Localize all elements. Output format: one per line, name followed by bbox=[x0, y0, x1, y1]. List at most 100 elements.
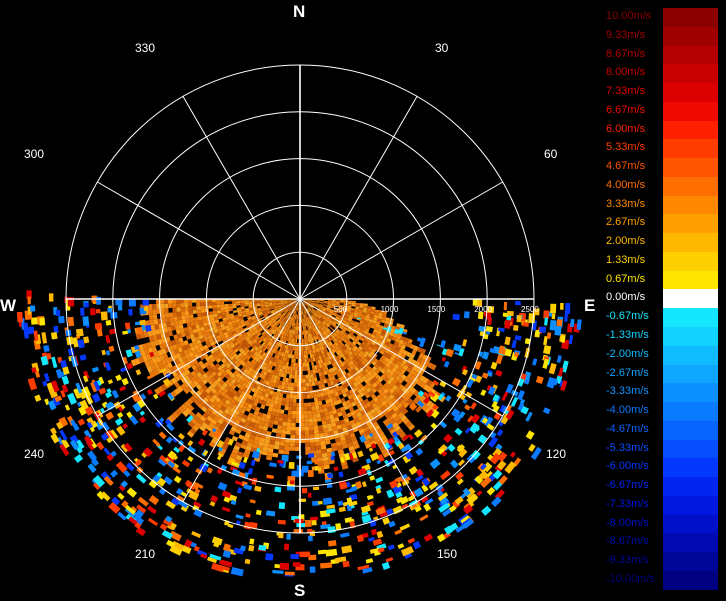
echo-gate bbox=[293, 363, 296, 367]
echo-gate bbox=[366, 558, 374, 563]
colorbar-swatch bbox=[663, 177, 718, 196]
echo-gate bbox=[344, 301, 348, 303]
echo-gate bbox=[308, 418, 313, 422]
echo-gate bbox=[220, 304, 224, 307]
echo-gate bbox=[279, 446, 285, 451]
echo-gate bbox=[338, 471, 343, 477]
echo-gate bbox=[303, 375, 306, 379]
echo-gate bbox=[189, 314, 194, 318]
angle-label-150: 150 bbox=[437, 547, 457, 561]
echo-gate bbox=[333, 466, 338, 471]
colorbar-swatch bbox=[663, 402, 718, 421]
echo-gate bbox=[309, 422, 314, 426]
echo-gate bbox=[317, 417, 322, 422]
echo-gate bbox=[294, 387, 297, 391]
colorbar-swatch bbox=[663, 64, 718, 83]
echo-gate bbox=[149, 495, 160, 505]
west-label: W bbox=[0, 296, 16, 316]
echo-gate bbox=[570, 319, 574, 327]
echo-gate bbox=[287, 414, 291, 418]
echo-gate bbox=[549, 363, 557, 374]
echo-gate bbox=[174, 321, 179, 326]
echo-gate bbox=[550, 304, 556, 314]
echo-gate bbox=[97, 329, 103, 337]
echo-gate bbox=[212, 536, 223, 545]
colorbar-swatch bbox=[663, 196, 718, 215]
colorbar-label: 9.33m/s bbox=[606, 29, 645, 41]
echo-gate bbox=[304, 359, 307, 363]
echo-gate bbox=[316, 453, 322, 458]
colorbar-label: 2.67m/s bbox=[606, 216, 645, 228]
echo-gate bbox=[536, 376, 544, 384]
echo-gate bbox=[314, 434, 319, 439]
colorbar-row: -8.67m/s bbox=[606, 533, 718, 552]
colorbar-label: 1.33m/s bbox=[606, 254, 645, 266]
echo-gate bbox=[440, 340, 446, 348]
echo-gate bbox=[321, 416, 326, 421]
echo-gate bbox=[465, 427, 471, 433]
echo-gate bbox=[186, 318, 191, 323]
echo-gate bbox=[256, 510, 262, 515]
echo-gate bbox=[185, 315, 190, 320]
echo-gate bbox=[462, 339, 467, 346]
echo-gate bbox=[274, 441, 280, 446]
colorbar-swatch bbox=[663, 252, 718, 271]
echo-gate bbox=[326, 504, 335, 509]
echo-gate bbox=[491, 496, 502, 507]
echo-gate bbox=[305, 431, 310, 435]
echo-gate bbox=[375, 477, 383, 484]
echo-gate bbox=[302, 343, 304, 347]
echo-gate bbox=[293, 359, 296, 363]
echo-gate bbox=[276, 409, 281, 414]
echo-gate bbox=[109, 346, 115, 352]
echo-gate bbox=[496, 354, 503, 364]
angle-label-30: 30 bbox=[435, 41, 448, 55]
echo-gate bbox=[187, 456, 193, 462]
echo-gate bbox=[147, 506, 157, 515]
echo-gate bbox=[289, 462, 295, 469]
echo-gate bbox=[256, 300, 260, 302]
echo-gate bbox=[450, 460, 459, 469]
echo-gate bbox=[467, 379, 474, 388]
echo-gate bbox=[339, 507, 346, 512]
echo-gate bbox=[350, 486, 357, 492]
colorbar-row: -8.00m/s bbox=[606, 515, 718, 534]
echo-gate bbox=[148, 309, 152, 315]
echo-gate bbox=[188, 307, 192, 311]
colorbar-swatch bbox=[663, 533, 718, 552]
colorbar-label: 0.67m/s bbox=[606, 273, 645, 285]
echo-gate bbox=[245, 559, 251, 564]
echo-gate bbox=[149, 320, 154, 326]
echo-gate bbox=[291, 427, 296, 431]
echo-gate bbox=[362, 481, 367, 487]
echo-gate bbox=[452, 314, 460, 320]
echo-gate bbox=[281, 401, 285, 406]
echo-gate bbox=[240, 301, 244, 303]
echo-gate bbox=[309, 430, 314, 434]
echo-gate bbox=[231, 567, 244, 576]
colorbar-label: -3.33m/s bbox=[606, 385, 649, 397]
echo-gate bbox=[301, 339, 303, 343]
colorbar-row: 5.33m/s bbox=[606, 139, 718, 158]
colorbar-row: -2.67m/s bbox=[606, 365, 718, 384]
echo-gate bbox=[304, 403, 308, 407]
echo-gate bbox=[316, 450, 322, 455]
echo-gate bbox=[105, 392, 112, 399]
echo-gate bbox=[182, 319, 187, 324]
echo-gate bbox=[108, 379, 113, 384]
echo-gate bbox=[513, 325, 519, 331]
echo-gate bbox=[201, 312, 205, 316]
echo-gate bbox=[318, 550, 327, 555]
colorbar-row: -4.67m/s bbox=[606, 421, 718, 440]
echo-gate bbox=[295, 519, 304, 523]
echo-gate bbox=[152, 304, 156, 309]
echo-gate bbox=[160, 304, 164, 309]
east-label: E bbox=[584, 296, 595, 316]
echo-gate bbox=[294, 383, 297, 387]
echo-gate bbox=[304, 419, 308, 423]
echo-gate bbox=[272, 428, 277, 433]
echo-gate bbox=[170, 321, 175, 326]
echo-gate bbox=[436, 344, 440, 346]
echo-gate bbox=[68, 317, 74, 327]
